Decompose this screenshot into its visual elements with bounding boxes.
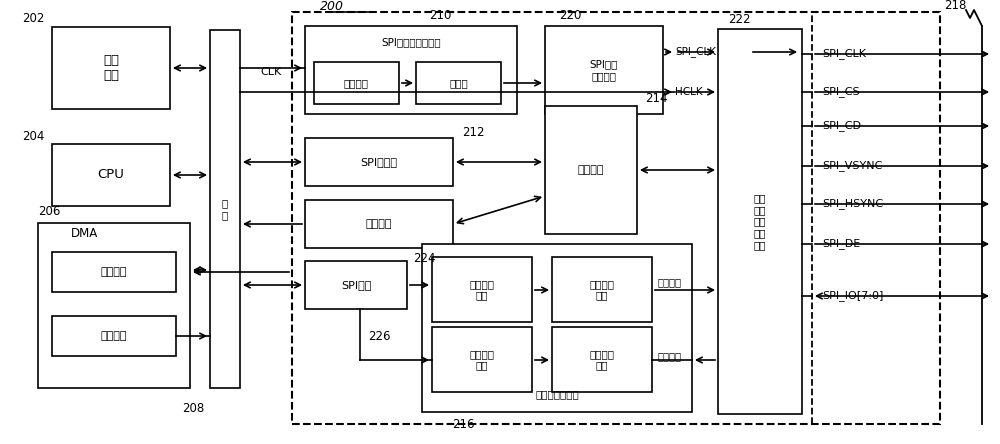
- Text: 214: 214: [645, 92, 668, 106]
- Text: SPI_VSYNC: SPI_VSYNC: [822, 161, 882, 171]
- Text: 210: 210: [429, 9, 451, 23]
- Text: 发送数据
模块: 发送数据 模块: [470, 349, 494, 370]
- Text: 218: 218: [944, 0, 966, 12]
- Text: 系统
内存: 系统 内存: [103, 54, 119, 82]
- Bar: [416, 62, 501, 104]
- Text: 220: 220: [559, 9, 581, 23]
- Text: 216: 216: [452, 417, 475, 431]
- Text: 中断控制: 中断控制: [366, 219, 392, 229]
- Bar: [718, 29, 802, 414]
- Text: 总
线: 总 线: [222, 198, 228, 220]
- Bar: [432, 257, 532, 322]
- Bar: [305, 261, 407, 309]
- Text: 222: 222: [728, 13, 750, 27]
- Text: 206: 206: [38, 206, 60, 218]
- Text: SPI_CLK: SPI_CLK: [675, 47, 716, 57]
- Text: 208: 208: [182, 401, 204, 415]
- Text: 输入
输出
时序
调节
模块: 输入 输出 时序 调节 模块: [754, 193, 766, 250]
- Bar: [552, 257, 652, 322]
- Bar: [52, 27, 170, 109]
- Bar: [38, 223, 190, 388]
- Text: 202: 202: [22, 12, 44, 25]
- Bar: [52, 252, 176, 292]
- Bar: [305, 26, 517, 114]
- Text: 寄存器组: 寄存器组: [578, 165, 604, 175]
- Text: SPI_CD: SPI_CD: [822, 121, 861, 131]
- Text: 200: 200: [320, 0, 344, 13]
- Text: 接收数据
模块: 接收数据 模块: [470, 279, 494, 300]
- Text: 接收移位
模块: 接收移位 模块: [590, 279, 614, 300]
- Bar: [545, 106, 637, 234]
- Text: 224: 224: [413, 251, 436, 265]
- Bar: [314, 62, 399, 104]
- Bar: [545, 26, 663, 114]
- Text: SPI缓存: SPI缓存: [341, 280, 371, 290]
- Text: 输出数据: 输出数据: [658, 351, 682, 361]
- Text: 输入数据: 输入数据: [658, 277, 682, 287]
- Text: SPI_DE: SPI_DE: [822, 238, 860, 250]
- Text: CPU: CPU: [98, 169, 124, 182]
- Bar: [305, 200, 453, 248]
- Text: SPI_CS: SPI_CS: [822, 87, 860, 97]
- Bar: [552, 327, 652, 392]
- Text: SPI_IO[7:0]: SPI_IO[7:0]: [822, 290, 883, 301]
- Text: CLK: CLK: [260, 67, 281, 77]
- Text: 输入输出控制器: 输入输出控制器: [535, 389, 579, 399]
- Text: 发送通道: 发送通道: [101, 331, 127, 341]
- Text: DMA: DMA: [71, 227, 99, 241]
- Text: HCLK: HCLK: [675, 87, 703, 97]
- Bar: [432, 327, 532, 392]
- Text: 212: 212: [462, 126, 484, 139]
- Text: SPI状态机: SPI状态机: [360, 157, 398, 167]
- Bar: [305, 138, 453, 186]
- Text: 226: 226: [368, 329, 390, 342]
- Text: 接收通道: 接收通道: [101, 267, 127, 277]
- Text: 预分频器: 预分频器: [344, 78, 369, 88]
- Bar: [52, 316, 176, 356]
- Bar: [292, 12, 940, 424]
- Text: SPI时钟
模式控制: SPI时钟 模式控制: [590, 59, 618, 81]
- Text: 计数器: 计数器: [449, 78, 468, 88]
- Text: 204: 204: [22, 130, 44, 143]
- Bar: [210, 30, 240, 388]
- Text: SPI_CLK: SPI_CLK: [822, 48, 866, 59]
- Bar: [52, 144, 170, 206]
- Text: 发送移位
模块: 发送移位 模块: [590, 349, 614, 370]
- Bar: [422, 244, 692, 412]
- Text: SPI时钟信号产生器: SPI时钟信号产生器: [381, 37, 441, 47]
- Text: SPI_HSYNC: SPI_HSYNC: [822, 198, 883, 210]
